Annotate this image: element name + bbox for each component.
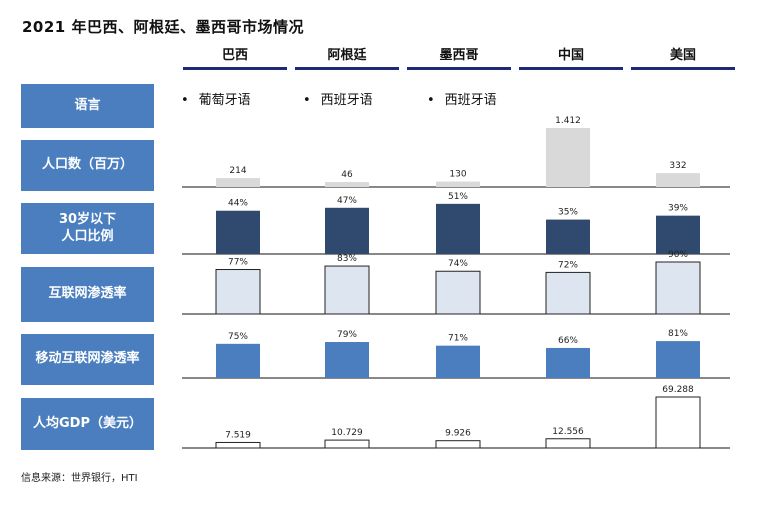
bullet-icon: • [427, 93, 435, 108]
mobile-value-label-0: 75% [228, 332, 248, 342]
mobile-value-label-4: 81% [668, 329, 688, 339]
population-bar-1 [325, 182, 369, 187]
under30-value-label-1: 47% [337, 196, 357, 206]
page-title: 2021 年巴西、阿根廷、墨西哥市场情况 [22, 18, 304, 36]
internet-bar-4 [655, 261, 701, 315]
row-label-gdp: 人均GDP（美元） [21, 398, 154, 450]
mobile-bar-1 [325, 342, 369, 378]
bullet-icon: • [303, 93, 311, 108]
gdp-bar-1 [324, 439, 370, 449]
gdp-bar-3 [545, 438, 591, 449]
gdp-value-label-0: 7.519 [225, 430, 251, 440]
language-brazil-text: 葡萄牙语 [198, 93, 251, 108]
column-header-underline [519, 67, 623, 70]
row-label-under30-line2: 人口比例 [61, 228, 114, 244]
language-argentina-text: 西班牙语 [320, 93, 373, 108]
under30-bar-3 [546, 219, 590, 254]
gdp-bar-4 [655, 396, 701, 449]
gdp-bar-2 [435, 440, 481, 449]
bullet-icon: • [181, 93, 189, 108]
under30-bar-4 [656, 215, 700, 254]
population-bar-2 [436, 181, 480, 187]
column-header-argentina: 阿根廷 [327, 48, 367, 63]
column-header-underline [407, 67, 511, 70]
mobile-bar-2 [436, 345, 480, 378]
under30-bar-2 [436, 203, 480, 254]
column-header-usa: 美国 [669, 48, 696, 63]
row-label-gdp-text: 人均GDP（美元） [33, 415, 142, 431]
population-value-label-0: 214 [229, 166, 246, 176]
population-bar-0 [216, 178, 260, 187]
row-label-mobile: 移动互联网渗透率 [21, 334, 154, 385]
internet-value-label-2: 74% [448, 259, 468, 269]
source-note: 信息来源：世界银行，HTI [21, 473, 138, 484]
column-header-underline [631, 67, 735, 70]
gdp-value-label-2: 9.926 [445, 429, 471, 439]
internet-bar-2 [435, 270, 481, 315]
column-header-underline [183, 67, 287, 70]
mobile-value-label-2: 71% [448, 334, 468, 344]
mobile-bar-0 [216, 343, 260, 378]
mobile-bar-4 [656, 341, 700, 378]
row-label-mobile-text: 移动互联网渗透率 [35, 351, 140, 367]
under30-bar-0 [216, 210, 260, 254]
internet-value-label-0: 77% [228, 258, 248, 268]
language-mexico: • 西班牙语 [427, 89, 497, 108]
language-brazil: • 葡萄牙语 [181, 89, 251, 108]
gdp-value-label-3: 12.556 [552, 427, 584, 437]
row-label-internet-text: 互联网渗透率 [48, 286, 127, 302]
internet-value-label-1: 83% [337, 254, 357, 264]
column-header-brazil: 巴西 [221, 48, 248, 63]
mobile-value-label-3: 66% [558, 336, 578, 346]
column-header-underline [295, 67, 399, 70]
internet-value-label-3: 72% [558, 260, 578, 270]
under30-value-label-0: 44% [228, 199, 248, 209]
gdp-bar-0 [215, 441, 261, 449]
population-bar-3 [546, 128, 590, 187]
population-value-label-1: 46 [341, 170, 353, 180]
mobile-bar-3 [546, 347, 590, 378]
language-mexico-text: 西班牙语 [444, 93, 497, 108]
gdp-value-label-4: 69.288 [662, 385, 694, 395]
internet-value-label-4: 90% [668, 250, 688, 260]
under30-value-label-3: 35% [558, 208, 578, 218]
row-label-population: 人口数（百万） [21, 140, 154, 191]
population-bar-4 [656, 173, 700, 187]
internet-bar-1 [324, 265, 370, 315]
under30-value-label-4: 39% [668, 204, 688, 214]
row-label-under30-line1: 30岁以下 [58, 212, 117, 228]
row-label-population-text: 人口数（百万） [41, 157, 133, 173]
row-label-under30: 30岁以下 人口比例 [21, 203, 154, 254]
column-header-mexico: 墨西哥 [439, 48, 479, 63]
internet-bar-3 [545, 271, 591, 315]
under30-bar-1 [325, 207, 369, 254]
row-label-language-text: 语言 [74, 97, 101, 113]
column-header-china: 中国 [557, 48, 584, 63]
row-label-internet: 互联网渗透率 [21, 267, 154, 322]
language-argentina: • 西班牙语 [303, 89, 373, 108]
mobile-value-label-1: 79% [337, 330, 357, 340]
under30-value-label-2: 51% [448, 192, 468, 202]
gdp-value-label-1: 10.729 [331, 428, 363, 438]
internet-bar-0 [215, 269, 261, 315]
population-value-label-3: 1.412 [555, 116, 581, 126]
population-value-label-4: 332 [669, 161, 686, 171]
population-value-label-2: 130 [449, 170, 466, 180]
row-label-language: 语言 [21, 84, 154, 128]
